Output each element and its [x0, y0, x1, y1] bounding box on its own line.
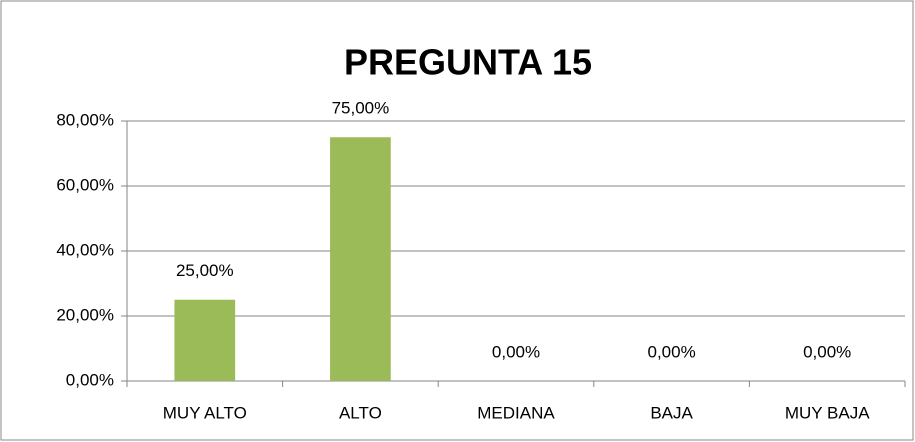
x-tick-label: MUY BAJA	[785, 403, 870, 422]
x-tick-label: MUY ALTO	[163, 403, 247, 422]
data-label: 0,00%	[803, 342, 851, 361]
y-tick-label: 80,00%	[56, 110, 114, 129]
y-tick-label: 0,00%	[66, 370, 114, 389]
data-label: 25,00%	[176, 261, 234, 280]
y-tick-label: 20,00%	[56, 305, 114, 324]
data-label: 75,00%	[332, 99, 390, 118]
x-tick-label: MEDIANA	[477, 403, 555, 422]
chart-title: PREGUNTA 15	[344, 42, 592, 83]
bar	[330, 137, 391, 381]
x-tick-label: BAJA	[650, 403, 693, 422]
x-tick-label: ALTO	[339, 403, 382, 422]
y-tick-label: 60,00%	[56, 175, 114, 194]
y-tick-label: 40,00%	[56, 240, 114, 259]
data-label: 0,00%	[492, 342, 540, 361]
bar	[174, 299, 236, 381]
data-label: 0,00%	[647, 342, 695, 361]
